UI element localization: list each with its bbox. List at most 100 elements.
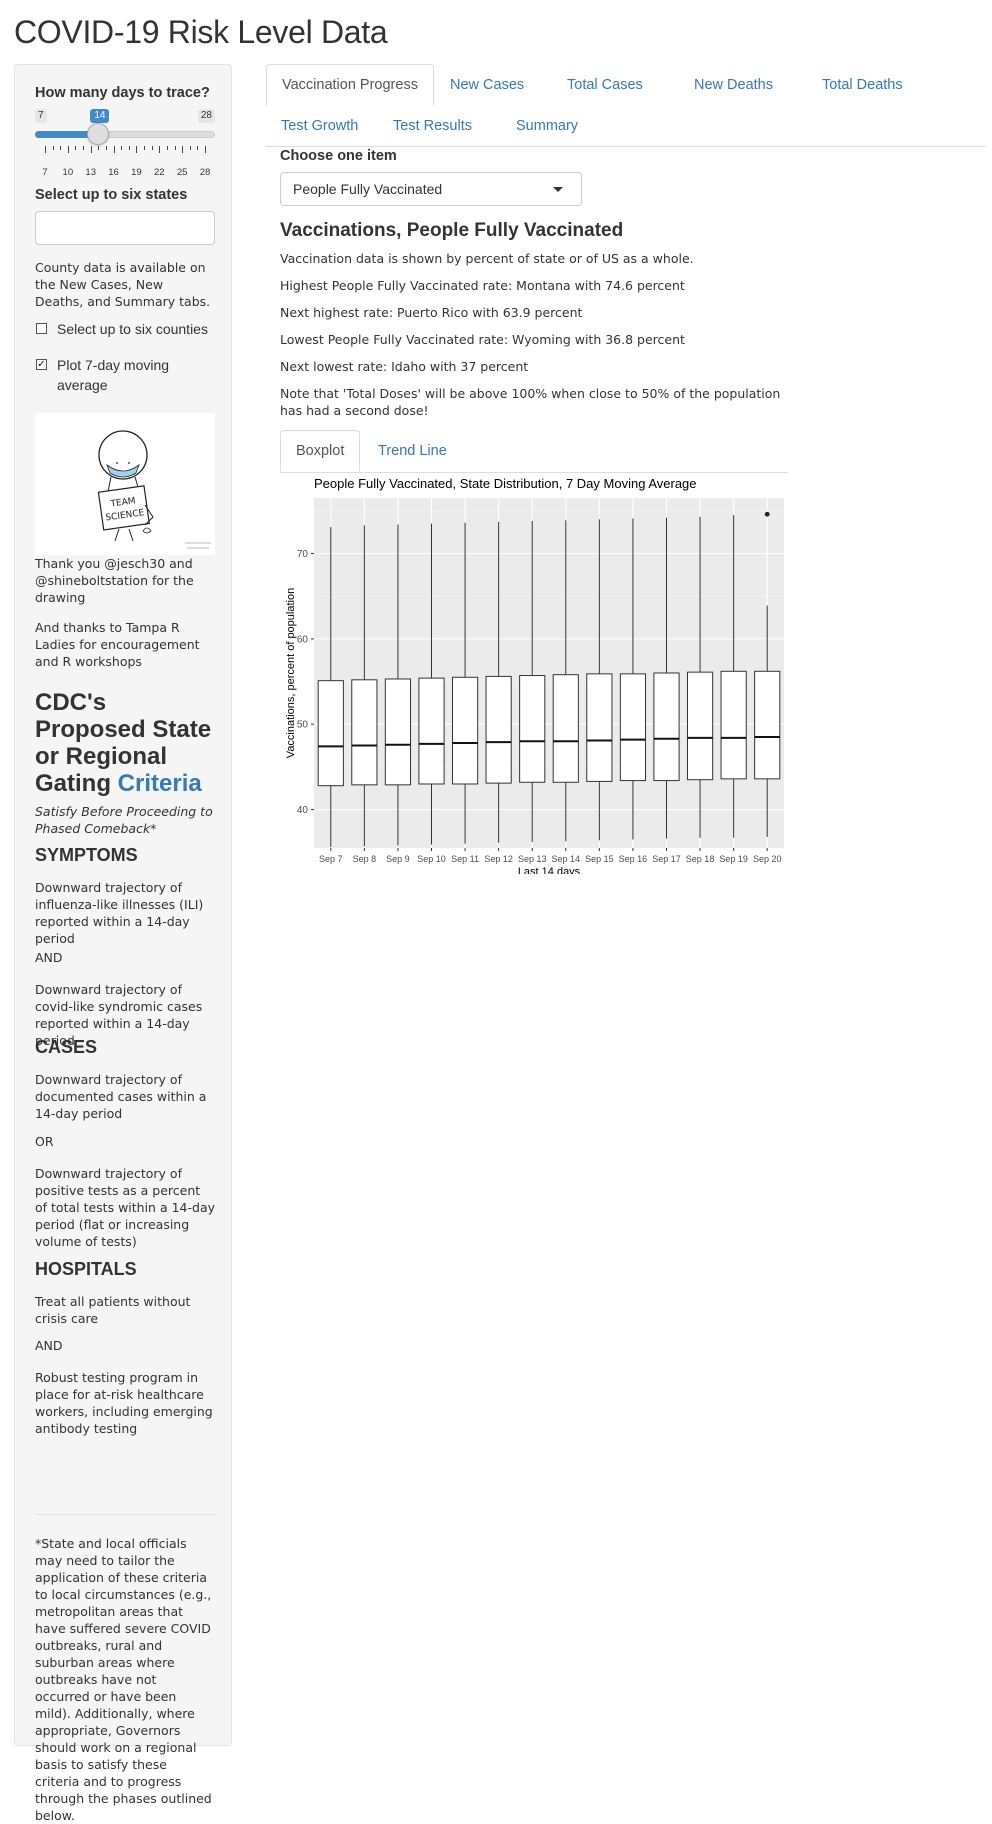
slider-tick	[52, 146, 54, 150]
slider-value-label: 14	[90, 109, 110, 123]
box	[619, 673, 647, 782]
moving-avg-checkbox-label: Plot 7-day moving average	[57, 357, 170, 393]
counties-checkbox[interactable]	[36, 323, 47, 334]
tab-total-cases[interactable]: Total Cases	[567, 77, 643, 93]
cdc-title-text: CDC's Proposed State or Regional Gating	[35, 689, 212, 797]
box	[720, 670, 747, 780]
tab-summary[interactable]: Summary	[516, 118, 579, 134]
county-note: County data is available on the New Case…	[35, 260, 211, 309]
sidebar-panel: How many days to trace? 7 28 14 7 10 13 16 1…	[14, 64, 232, 1823]
moving-avg-checkbox-row[interactable]: ✓ Plot 7-day moving average	[35, 355, 215, 395]
info-total-doses-note: Note that 'Total Doses' will be above 10…	[280, 386, 781, 418]
slider-tick	[75, 146, 77, 150]
criteria-link[interactable]: Criteria	[117, 770, 202, 797]
slider-tick-label: 10	[62, 167, 74, 178]
y-tick-label: 50	[297, 720, 309, 731]
item-select[interactable]: People Fully Vaccinated	[280, 172, 582, 206]
tab-test-growth[interactable]: Test Growth	[281, 118, 359, 134]
thanks-tampa: And thanks to Tampa R Ladies for encoura…	[35, 620, 200, 669]
symptoms-and: AND	[35, 950, 63, 965]
states-input[interactable]	[35, 211, 215, 245]
x-tick-label: Sep 11	[451, 854, 479, 864]
days-slider[interactable]: 7 28 14 7 10 13 16 19 22 25 28	[35, 109, 215, 178]
tab-vaccination-progress[interactable]: Vaccination Progress	[266, 64, 434, 106]
counties-checkbox-row[interactable]: Select up to six counties	[35, 319, 208, 339]
tab-new-cases[interactable]: New Cases	[450, 77, 525, 93]
slider-tick-label: 16	[108, 167, 119, 178]
slider-ticks: 7 10 13 16 19 22 25 28	[35, 146, 215, 178]
counties-checkbox-label: Select up to six counties	[57, 321, 208, 337]
moving-avg-checkbox[interactable]: ✓	[36, 359, 47, 370]
symptoms-p2: Downward trajectory of covid-like syndro…	[35, 982, 203, 1048]
outlier-point	[764, 511, 770, 517]
days-label: How many days to trace?	[35, 85, 210, 101]
slider-tick-label: 13	[85, 167, 96, 178]
x-tick-label: Sep 16	[619, 854, 648, 864]
tab-trend-line[interactable]: Trend Line	[378, 443, 447, 459]
slider-tick	[136, 146, 138, 153]
tab-boxplot[interactable]: Boxplot	[280, 430, 361, 472]
slider-tick-label: 19	[131, 167, 142, 178]
tab-new-deaths[interactable]: New Deaths	[694, 77, 773, 93]
slider-max-label: 28	[197, 109, 215, 123]
x-tick-label: Sep 9	[386, 854, 410, 864]
chart-tabs-border	[280, 472, 788, 473]
slider-tick	[113, 146, 115, 153]
drawing-sign-text-1: TEAM	[109, 496, 136, 510]
tabs-border	[266, 146, 986, 147]
section-heading: Vaccinations, People Fully Vaccinated	[280, 220, 624, 241]
cases-p1: Downward trajectory of documented cases …	[35, 1072, 207, 1121]
symptoms-heading: SYMPTOMS	[35, 845, 138, 865]
hospitals-p2: Robust testing program in place for at-r…	[35, 1370, 213, 1436]
footnote: *State and local officials may need to t…	[35, 1536, 212, 1823]
x-tick-label: Sep 17	[652, 854, 681, 864]
x-tick-label: Sep 10	[417, 854, 446, 864]
plot-panel	[314, 498, 784, 848]
slider-tick	[128, 146, 130, 150]
slider-tick	[189, 146, 191, 150]
tab-total-deaths[interactable]: Total Deaths	[822, 77, 903, 93]
box	[552, 674, 579, 783]
slider-tick	[45, 146, 46, 153]
cases-or: OR	[35, 1134, 54, 1149]
thanks-drawing: Thank you @jesch30 and @shineboltstation…	[35, 556, 194, 605]
boxplot-chart: People Fully Vaccinated, State Distribut…	[280, 474, 800, 878]
slider-fill	[35, 131, 99, 138]
x-tick-label: Sep 7	[319, 854, 343, 864]
y-axis-label: Vaccinations, percent of population	[285, 588, 297, 758]
x-axis-label: Last 14 days	[518, 866, 581, 874]
box	[519, 675, 546, 783]
slider-tick	[159, 146, 161, 153]
x-tick-label: Sep 19	[719, 854, 748, 864]
slider-handle[interactable]	[87, 123, 110, 145]
y-tick-label: 70	[297, 549, 309, 560]
box	[451, 676, 479, 785]
slider-tick	[98, 146, 100, 150]
info-lowest-rate: Lowest People Fully Vaccinated rate: Wyo…	[280, 332, 685, 347]
cdc-criteria-title: CDC's Proposed State or Regional Gating …	[35, 689, 220, 797]
box	[686, 671, 714, 781]
slider-tick	[144, 146, 146, 150]
slider-tick	[90, 146, 92, 153]
box	[317, 680, 344, 787]
info-next-highest-rate: Next highest rate: Puerto Rico with 63.9…	[280, 305, 583, 320]
box	[754, 670, 781, 780]
slider-tick	[205, 146, 206, 153]
box	[384, 678, 412, 786]
chevron-down-icon[interactable]	[553, 187, 563, 192]
tab-test-results[interactable]: Test Results	[393, 118, 472, 134]
states-label: Select up to six states	[35, 187, 188, 203]
slider-tick-label: 28	[199, 167, 211, 178]
cases-p2: Downward trajectory of positive tests as…	[35, 1166, 215, 1249]
x-tick-label: Sep 12	[484, 854, 513, 864]
x-tick-label: Sep 15	[585, 854, 614, 864]
slider-min-label: 7	[35, 109, 47, 123]
info-vaccination-data: Vaccination data is shown by percent of …	[280, 251, 694, 266]
slider-tick	[182, 146, 184, 153]
choose-item-label: Choose one item	[280, 148, 397, 164]
box	[351, 679, 378, 786]
info-next-lowest-rate: Next lowest rate: Idaho with 37 percent	[280, 359, 529, 374]
slider-tick	[60, 146, 62, 150]
slider-tick	[83, 146, 85, 150]
hospitals-and: AND	[35, 1338, 63, 1353]
